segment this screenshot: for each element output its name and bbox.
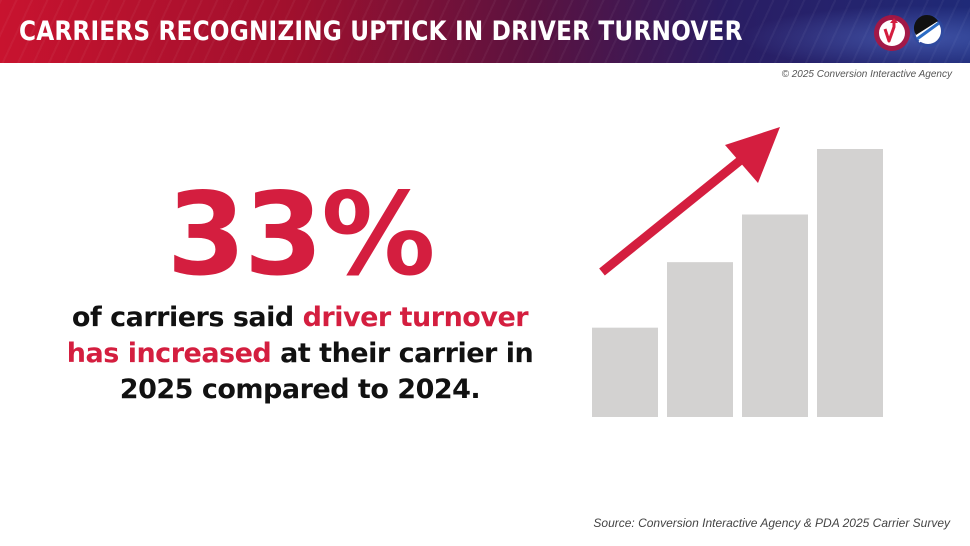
- growth-chart-illustration: [592, 127, 883, 417]
- header-banner: CARRIERS RECOGNIZING UPTICK IN DRIVER TU…: [0, 0, 970, 63]
- pda-logo-icon: [912, 14, 944, 47]
- bar-3: [742, 214, 808, 417]
- stat-description: of carriers said driver turnover has inc…: [60, 300, 540, 408]
- source-citation: Source: Conversion Interactive Agency & …: [593, 516, 950, 530]
- bars: [592, 149, 883, 417]
- bar-1: [592, 327, 658, 417]
- logos: [874, 14, 944, 51]
- conversion-interactive-logo-icon: [874, 15, 910, 51]
- stat-text-highlight: driver turnover has increased: [66, 302, 529, 369]
- bar-4: [817, 149, 883, 417]
- stat-value: 33%: [166, 168, 436, 301]
- stat-text-part2: at their carrier in 2025 compared to 202…: [119, 338, 534, 405]
- bar-2: [667, 262, 733, 417]
- stat-text-part1: of carriers said: [71, 302, 303, 333]
- page-title: CARRIERS RECOGNIZING UPTICK IN DRIVER TU…: [19, 16, 743, 47]
- trend-up-arrow-icon: [599, 127, 780, 276]
- copyright-notice: © 2025 Conversion Interactive Agency: [781, 69, 952, 80]
